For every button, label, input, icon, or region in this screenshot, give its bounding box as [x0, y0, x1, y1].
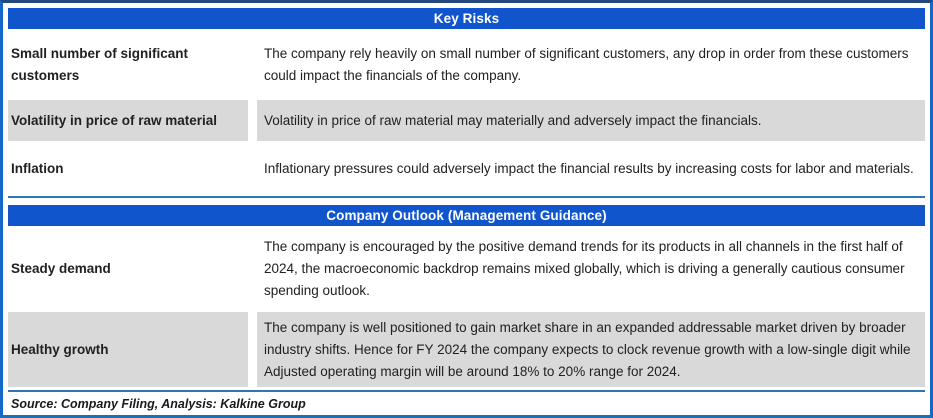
- row-label-raw-material: Volatility in price of raw material: [8, 100, 248, 141]
- row-description-raw-material: Volatility in price of raw material may …: [257, 100, 925, 141]
- row-description-steady-demand: The company is encouraged by the positiv…: [264, 239, 905, 298]
- section-divider-line: [8, 196, 925, 198]
- row-description-inflation: Inflationary pressures could adversely i…: [264, 161, 914, 176]
- row-label-inflation: Inflation: [11, 161, 64, 176]
- table-row: Volatility in price of raw material Vola…: [8, 100, 925, 141]
- table-row: Inflation Inflationary pressures could a…: [8, 145, 925, 193]
- row-label-steady-demand: Steady demand: [11, 261, 111, 276]
- row-label-healthy-growth: Healthy growth: [8, 312, 248, 387]
- row-description-healthy-growth: The company is well positioned to gain m…: [257, 312, 925, 387]
- table-row: Healthy growth The company is well posit…: [8, 312, 925, 387]
- table-row: Small number of significant customers Th…: [8, 33, 925, 96]
- row-description-significant-customers: The company rely heavily on small number…: [264, 45, 909, 83]
- row-label-significant-customers: Small number of significant customers: [11, 45, 189, 83]
- section-divider-line: [8, 390, 925, 392]
- section-title-key-risks: Key Risks: [8, 8, 925, 29]
- section-title-company-outlook: Company Outlook (Management Guidance): [8, 205, 925, 226]
- table-row: Steady demand The company is encouraged …: [8, 230, 925, 308]
- source-note: Source: Company Filing, Analysis: Kalkin…: [11, 397, 306, 411]
